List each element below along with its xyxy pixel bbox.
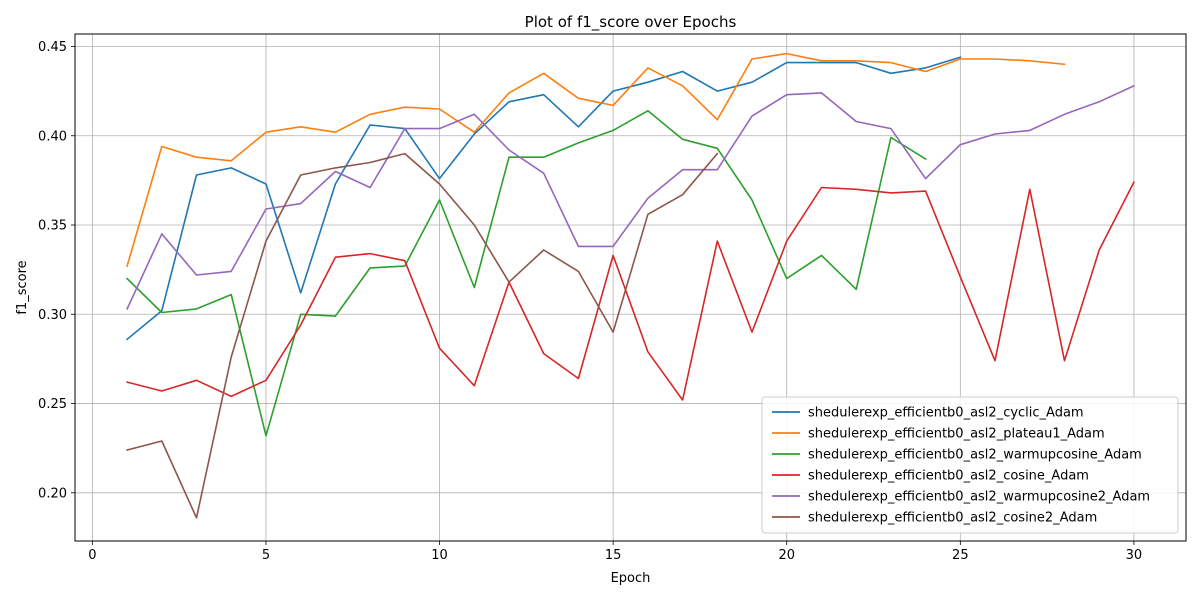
legend-label-6: shedulerexp_efficientb0_asl2_cosine2_Ada… — [808, 511, 1097, 526]
x-tick-label: 20 — [778, 548, 795, 563]
legend-box — [761, 396, 1179, 534]
y-axis-title: f1_score — [15, 260, 30, 314]
grid — [75, 34, 1186, 541]
plot-frame — [74, 33, 1187, 542]
y-tick-label: 0.45 — [38, 40, 67, 55]
legend-label-5: shedulerexp_efficientb0_asl2_warmupcosin… — [808, 490, 1150, 505]
series-lines — [125, 52, 1135, 519]
axis-ticks: 0 5 10 15 20 25 30 0.20 0.25 0.30 0.35 0.40 0.45 — [38, 40, 1142, 563]
series-line-5 — [126, 84, 1135, 310]
legend-label-3: shedulerexp_efficientb0_asl2_warmupcosin… — [808, 448, 1142, 463]
legend-label-2: shedulerexp_efficientb0_asl2_plateau1_Ad… — [808, 427, 1105, 442]
series-line-6 — [126, 152, 719, 519]
y-tick-label: 0.35 — [38, 219, 67, 234]
y-tick-label: 0.30 — [38, 308, 67, 323]
x-axis-title: Epoch — [611, 571, 651, 586]
y-tick-label: 0.40 — [38, 129, 67, 144]
x-tick-label: 30 — [1126, 548, 1143, 563]
x-tick-label: 15 — [605, 548, 622, 563]
series-line-1 — [125, 56, 962, 341]
x-tick-label: 0 — [88, 548, 96, 563]
series-line-2 — [126, 52, 1066, 268]
legend-label-4: shedulerexp_efficientb0_asl2_cosine_Adam — [808, 469, 1089, 484]
x-tick-label: 25 — [952, 548, 969, 563]
series-line-4 — [126, 181, 1135, 401]
legend: shedulerexp_efficientb0_asl2_cyclic_Adam… — [761, 396, 1179, 534]
legend-label-1: shedulerexp_efficientb0_asl2_cyclic_Adam — [808, 406, 1084, 421]
y-tick-label: 0.25 — [38, 397, 67, 412]
x-tick-label: 10 — [431, 548, 448, 563]
y-tick-label: 0.20 — [38, 486, 67, 501]
x-tick-label: 5 — [262, 548, 270, 563]
chart-title: Plot of f1_score over Epochs — [525, 13, 737, 32]
series-line-3 — [125, 110, 927, 437]
